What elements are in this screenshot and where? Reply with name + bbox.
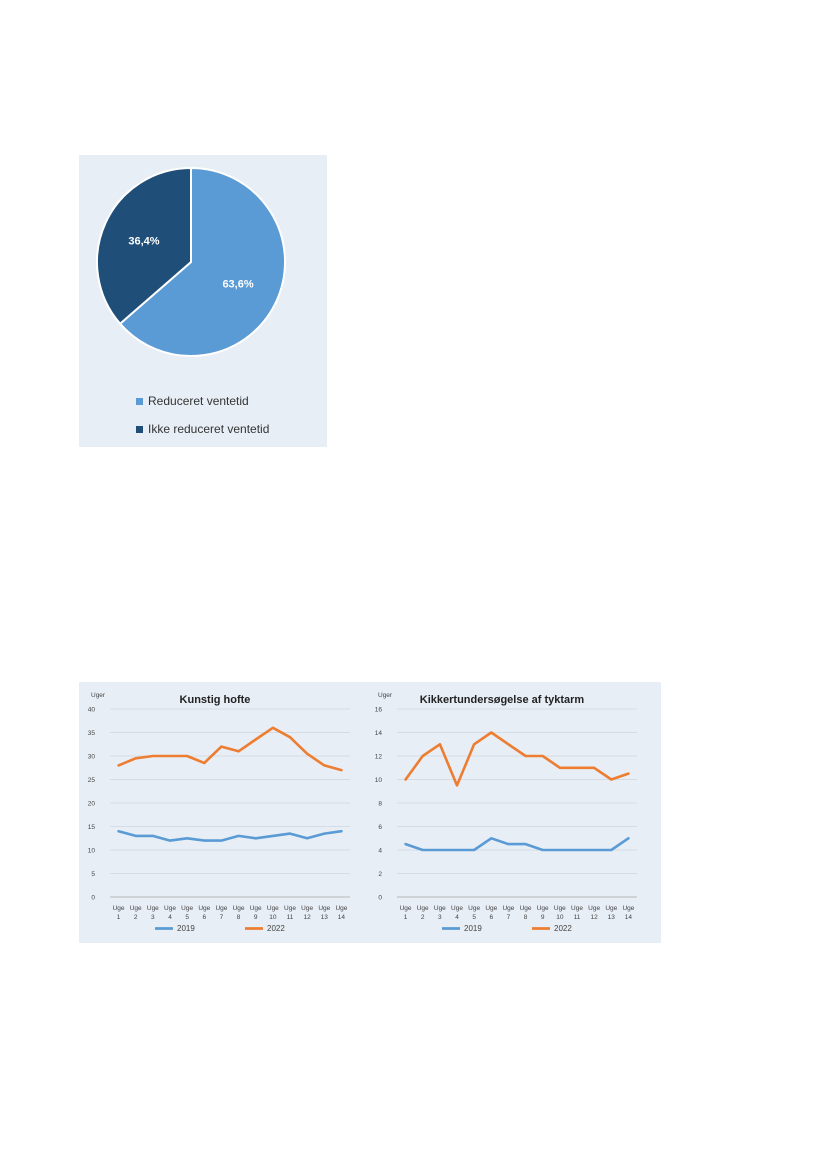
tyktarm-series-2019	[404, 837, 630, 852]
tyktarm-x-tick-label: Uge 11	[571, 905, 583, 921]
tyktarm-y-tick-label: 16	[375, 707, 383, 714]
hofte-legend-label-2022: 2022	[267, 924, 285, 933]
tyktarm-x-tick-label: Uge 13	[605, 905, 617, 921]
hofte-x-tick-label: Uge 13	[318, 905, 330, 921]
hofte-y-tick-label: 0	[91, 895, 95, 902]
hofte-y-tick-label: 20	[88, 801, 96, 808]
line-chart-kikkertundersoegelse: Kikkertundersøgelse af tyktarm Uger 0 2 4 6 8 1…	[375, 692, 637, 933]
tyktarm-x-tick-label: Uge 12	[588, 905, 600, 921]
legend-swatch-ikke-reduceret	[136, 425, 143, 433]
tyktarm-y-tick-label: 8	[378, 801, 382, 808]
tyktarm-y-axis-label: Uger	[378, 692, 393, 699]
hofte-x-tick-label: Uge 8	[233, 905, 245, 921]
tyktarm-x-tick-label: Uge 1	[400, 905, 412, 921]
hofte-y-tick-label: 40	[88, 707, 96, 714]
tyktarm-title: Kikkertundersøgelse af tyktarm	[420, 694, 585, 706]
hofte-x-tick-label: Uge 1	[113, 905, 125, 921]
hofte-y-axis-label: Uger	[91, 692, 106, 699]
pie-legend-item-ikke-reduceret: Ikke reduceret ventetid	[136, 422, 269, 436]
hofte-x-tick-label: Uge 11	[284, 905, 296, 921]
tyktarm-y-tick-label: 14	[375, 730, 383, 737]
tyktarm-x-tick-label: Uge 3	[434, 905, 446, 921]
legend-swatch-reduceret	[136, 397, 143, 405]
hofte-x-tick-label: Uge 9	[250, 905, 262, 921]
tyktarm-x-tick-label: Uge 8	[520, 905, 532, 921]
tyktarm-y-tick-label: 12	[375, 754, 383, 761]
tyktarm-y-tick-label: 10	[375, 777, 383, 784]
tyktarm-x-tick-label: Uge 10	[554, 905, 566, 921]
pie-legend-item-reduceret: Reduceret ventetid	[136, 394, 249, 408]
tyktarm-x-tick-label: Uge 5	[468, 905, 480, 921]
hofte-x-tick-label: Uge 2	[130, 905, 142, 921]
hofte-x-tick-label: Uge 6	[198, 905, 210, 921]
tyktarm-y-tick-label: 4	[378, 848, 382, 855]
tyktarm-legend-label-2019: 2019	[464, 924, 482, 933]
hofte-legend-label-2019: 2019	[177, 924, 195, 933]
hofte-y-tick-label: 10	[88, 848, 96, 855]
hofte-series-2022	[117, 726, 343, 772]
tyktarm-y-tick-label: 0	[378, 895, 382, 902]
tyktarm-x-tick-label: Uge 4	[451, 905, 463, 921]
hofte-x-tick-label: Uge 7	[215, 905, 227, 921]
legend-label-ikke-reduceret: Ikke reduceret ventetid	[148, 422, 270, 436]
tyktarm-series-2022	[404, 731, 630, 787]
line-chart-kunstig-hofte: Kunstig hofte Uger 0 5 10 15 20 25 30 35 40 Uge 1 Uge…	[88, 692, 350, 933]
hofte-x-tick-label: Uge 10	[267, 905, 279, 921]
hofte-x-tick-label: Uge 3	[147, 905, 159, 921]
tyktarm-x-tick-label: Uge 2	[417, 905, 429, 921]
pie-slice-reduceret	[118, 166, 286, 357]
tyktarm-x-tick-label: Uge 14	[622, 905, 634, 921]
hofte-series-2019	[117, 829, 343, 842]
hofte-title: Kunstig hofte	[180, 694, 251, 706]
hofte-x-tick-label: Uge 12	[301, 905, 313, 921]
pie-data-label-reduceret: 63,6%	[222, 278, 253, 290]
tyktarm-x-tick-label: Uge 9	[537, 905, 549, 921]
hofte-x-tick-label: Uge 14	[335, 905, 347, 921]
tyktarm-legend-label-2022: 2022	[554, 924, 572, 933]
hofte-y-tick-label: 30	[88, 754, 96, 761]
tyktarm-x-tick-label: Uge 7	[502, 905, 514, 921]
pie-chart-panel: 63,6% 36,4% Reduceret ventetid Ikke reduc…	[79, 155, 327, 447]
hofte-x-tick-label: Uge 5	[181, 905, 193, 921]
line-charts-panel: Kunstig hofte Uger 0 5 10 15 20 25 30 35 40 Uge 1 Uge…	[79, 682, 661, 943]
pie-data-label-ikke-reduceret: 36,4%	[128, 236, 159, 248]
hofte-y-tick-label: 25	[88, 777, 96, 784]
pie-slice-ikke-reduceret	[96, 166, 192, 326]
tyktarm-y-tick-label: 2	[378, 871, 382, 878]
tyktarm-x-tick-label: Uge 6	[485, 905, 497, 921]
tyktarm-y-tick-label: 6	[378, 824, 382, 831]
hofte-y-tick-label: 5	[91, 871, 95, 878]
hofte-x-tick-label: Uge 4	[164, 905, 176, 921]
pie-chart: 63,6% 36,4%	[96, 166, 286, 357]
hofte-y-tick-label: 15	[88, 824, 96, 831]
hofte-y-tick-label: 35	[88, 730, 96, 737]
legend-label-reduceret: Reduceret ventetid	[148, 394, 249, 408]
